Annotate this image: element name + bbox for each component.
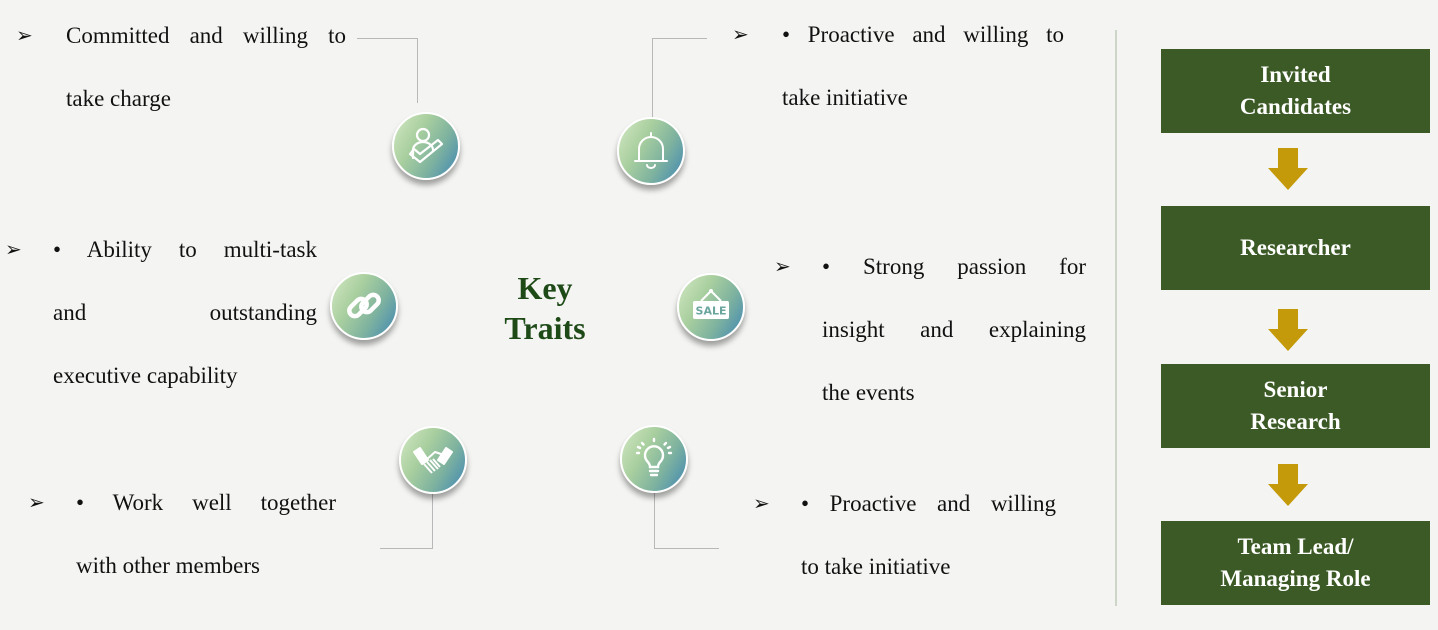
connector-line	[380, 492, 433, 549]
trait-text-line: take initiative	[782, 85, 908, 110]
bullet-arrow-icon: ➢	[732, 22, 749, 46]
trait-text-line: • Work well together	[76, 490, 336, 515]
person-check-icon	[392, 112, 460, 180]
connector-line	[357, 38, 418, 103]
handshake-icon	[399, 426, 467, 494]
down-arrow-icon	[1268, 309, 1308, 351]
trait-text-line: Committed and willing to	[66, 23, 346, 48]
connector-line	[652, 38, 707, 117]
link-icon	[330, 272, 398, 340]
bullet-arrow-icon: ➢	[753, 491, 770, 515]
down-arrow-icon	[1268, 148, 1308, 190]
trait-text-line: to take initiative	[801, 554, 951, 579]
trait-text-line: the events	[822, 380, 915, 405]
trait-text-line: and outstanding	[53, 300, 317, 325]
sale-sign-icon: SALE	[677, 273, 745, 341]
trait-committed: ➢ Committed and willing to take charge	[16, 4, 346, 130]
connector-line	[654, 492, 719, 549]
trait-text-line: insight and explaining	[822, 317, 1086, 342]
trait-text-line: • Proactive and willing	[801, 491, 1056, 516]
trait-text-line: • Ability to multi-task	[53, 237, 317, 262]
bell-icon	[617, 117, 685, 185]
trait-proactive-top: ➢ • Proactive and willing to take initia…	[732, 3, 1064, 129]
lightbulb-icon	[620, 425, 688, 493]
key-traits-title: Key Traits	[504, 270, 586, 346]
career-box-senior-research: Senior Research	[1161, 364, 1430, 448]
career-box-researcher: Researcher	[1161, 206, 1430, 290]
down-arrow-icon	[1268, 464, 1308, 506]
trait-text-line: take charge	[66, 86, 171, 111]
trait-text-line: executive capability	[53, 363, 238, 388]
bullet-arrow-icon: ➢	[16, 23, 33, 47]
sale-sign-text: SALE	[696, 305, 727, 318]
trait-text-line: with other members	[76, 553, 260, 578]
trait-text-line: • Proactive and willing to	[782, 22, 1064, 47]
bullet-arrow-icon: ➢	[5, 237, 22, 261]
section-divider	[1115, 30, 1117, 606]
trait-multitask: ➢ • Ability to multi-task and outstandin…	[5, 218, 317, 407]
bullet-arrow-icon: ➢	[774, 254, 791, 278]
trait-teamwork: ➢ • Work well together with other member…	[28, 471, 336, 597]
trait-text-line: • Strong passion for	[822, 254, 1086, 279]
bullet-arrow-icon: ➢	[28, 490, 45, 514]
career-box-invited-candidates: Invited Candidates	[1161, 49, 1430, 133]
career-box-team-lead: Team Lead/ Managing Role	[1161, 521, 1430, 605]
trait-passion: ➢ • Strong passion for insight and expla…	[774, 235, 1086, 424]
trait-proactive-bottom: ➢ • Proactive and willing to take initia…	[753, 472, 1056, 598]
